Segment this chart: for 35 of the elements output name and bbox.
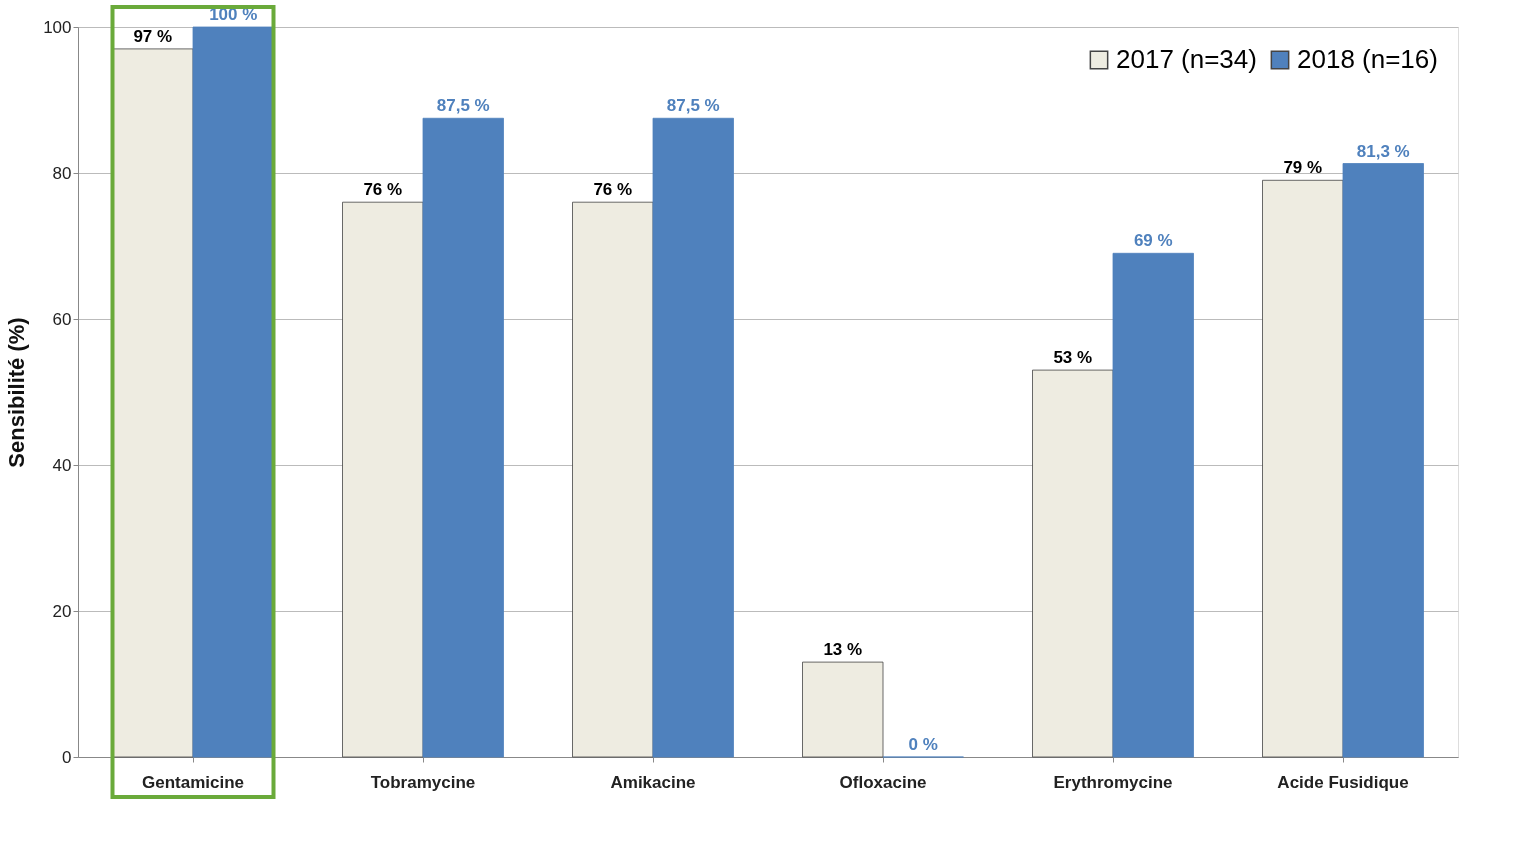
x-tick-label: Acide Fusidique bbox=[1277, 772, 1409, 792]
bar bbox=[802, 661, 884, 758]
bar bbox=[422, 117, 504, 758]
bar bbox=[1112, 252, 1194, 758]
x-tick-label: Gentamicine bbox=[141, 772, 245, 792]
data-label: 87,5 % bbox=[436, 96, 490, 116]
data-label: 76 % bbox=[363, 180, 403, 200]
y-tick-label: 80 bbox=[52, 163, 72, 183]
data-label: 79 % bbox=[1283, 158, 1323, 178]
y-tick-label: 40 bbox=[52, 455, 72, 475]
y-tick-label: 0 bbox=[62, 747, 72, 767]
legend-label: 2017 (n=34) bbox=[1116, 44, 1257, 74]
y-tick-label: 20 bbox=[52, 601, 72, 621]
bar bbox=[1342, 163, 1424, 758]
data-label: 76 % bbox=[593, 180, 633, 200]
bar bbox=[342, 201, 424, 758]
bar bbox=[1262, 179, 1344, 758]
x-tick-label: Erythromycine bbox=[1053, 772, 1173, 792]
data-label: 53 % bbox=[1053, 348, 1093, 368]
data-label: 69 % bbox=[1133, 231, 1173, 251]
legend-label: 2018 (n=16) bbox=[1297, 44, 1438, 74]
x-tick-label: Ofloxacine bbox=[839, 772, 927, 792]
data-label: 13 % bbox=[823, 640, 863, 660]
x-tick-label: Tobramycine bbox=[370, 772, 476, 792]
data-label: 81,3 % bbox=[1356, 141, 1410, 161]
bar bbox=[652, 117, 734, 758]
x-tick-label: Amikacine bbox=[610, 772, 696, 792]
data-label: 97 % bbox=[133, 26, 173, 46]
y-axis-title: Sensibilité (%) bbox=[4, 317, 30, 468]
data-label: 0 % bbox=[908, 735, 938, 754]
y-tick-label: 100 bbox=[43, 17, 72, 37]
y-tick-label: 60 bbox=[52, 309, 72, 329]
bar bbox=[572, 201, 654, 758]
data-label: 87,5 % bbox=[666, 96, 720, 116]
bar bbox=[1032, 369, 1114, 758]
